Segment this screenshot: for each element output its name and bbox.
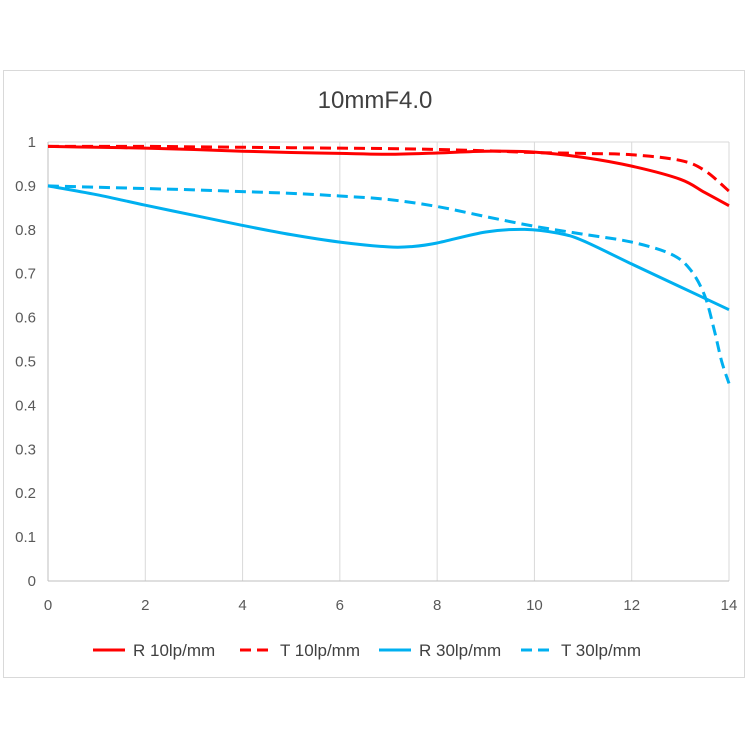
x-tick-label-0: 0 [44,597,52,614]
y-tick-label-4: 0.4 [15,397,36,414]
y-tick-label-3: 0.3 [15,441,36,458]
series-lines [47,144,731,384]
y-tick-label-5: 0.5 [15,354,36,371]
legend-label-3: T 30lp/mm [561,641,641,660]
x-tick-label-4: 8 [433,597,441,614]
legend: R 10lp/mm T 10lp/mm R 30lp/mm T 30lp/mm [93,641,641,660]
x-tick-label-6: 12 [623,597,640,614]
y-tick-label-6: 0.6 [15,310,36,327]
y-tick-label-1: 0.1 [15,529,36,546]
series-line-0 [47,144,730,207]
legend-label-0: R 10lp/mm [133,641,215,660]
x-tick-label-7: 14 [721,597,738,614]
legend-label-2: R 30lp/mm [419,641,501,660]
series-line-2 [47,184,730,312]
legend-label-1: T 10lp/mm [280,641,360,660]
chart-frame [3,70,745,678]
series-line-3 [47,184,731,384]
x-tick-label-5: 10 [526,597,543,614]
y-tick-label-9: 0.9 [15,178,36,195]
x-tick-label-2: 4 [238,597,246,614]
x-tick-label-3: 6 [336,597,344,614]
series-line-1 [47,144,730,193]
chart-title: 10mmF4.0 [318,87,433,114]
y-tick-labels: 0 0.1 0.2 0.3 0.4 0.5 0.6 0.7 0.8 0.9 1 [15,134,36,590]
y-tick-label-10: 1 [28,134,36,151]
x-tick-label-1: 2 [141,597,149,614]
grid-lines [48,141,730,581]
y-tick-label-2: 0.2 [15,485,36,502]
y-tick-label-7: 0.7 [15,266,36,283]
axes [47,142,729,582]
x-tick-labels: 0 2 4 6 8 10 12 14 [44,597,738,614]
y-tick-label-8: 0.8 [15,222,36,239]
y-tick-label-0: 0 [28,573,36,590]
